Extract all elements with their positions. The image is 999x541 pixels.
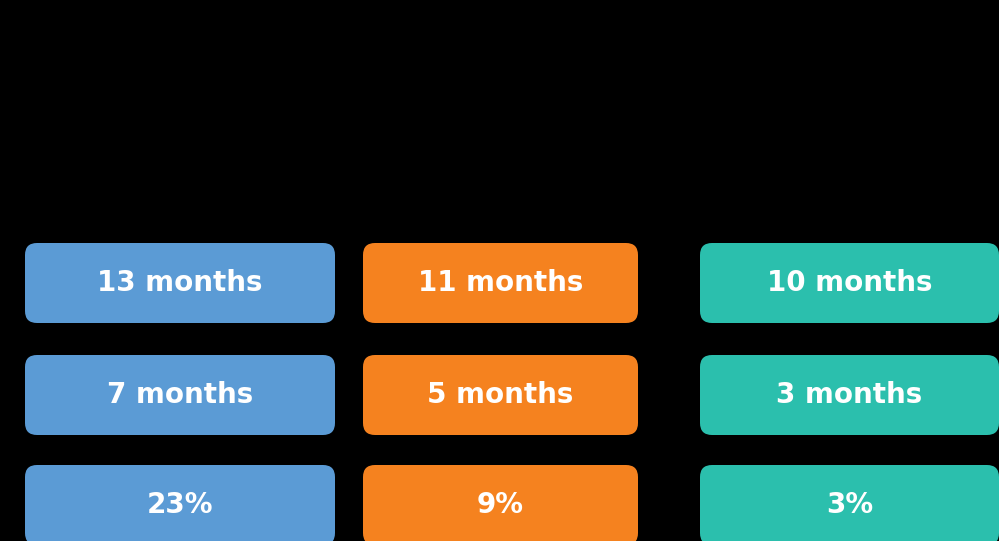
FancyBboxPatch shape	[363, 465, 638, 541]
Text: 3%: 3%	[826, 491, 873, 519]
FancyBboxPatch shape	[25, 243, 335, 323]
Text: 9%: 9%	[477, 491, 524, 519]
FancyBboxPatch shape	[363, 243, 638, 323]
FancyBboxPatch shape	[363, 355, 638, 435]
Text: 7 months: 7 months	[107, 381, 253, 409]
FancyBboxPatch shape	[25, 355, 335, 435]
Text: 3 months: 3 months	[776, 381, 923, 409]
Text: 23%: 23%	[147, 491, 213, 519]
FancyBboxPatch shape	[25, 465, 335, 541]
Text: 13 months: 13 months	[97, 269, 263, 297]
FancyBboxPatch shape	[700, 243, 999, 323]
Text: 11 months: 11 months	[418, 269, 583, 297]
Text: 10 months: 10 months	[767, 269, 932, 297]
Text: 5 months: 5 months	[428, 381, 573, 409]
FancyBboxPatch shape	[700, 465, 999, 541]
FancyBboxPatch shape	[700, 355, 999, 435]
